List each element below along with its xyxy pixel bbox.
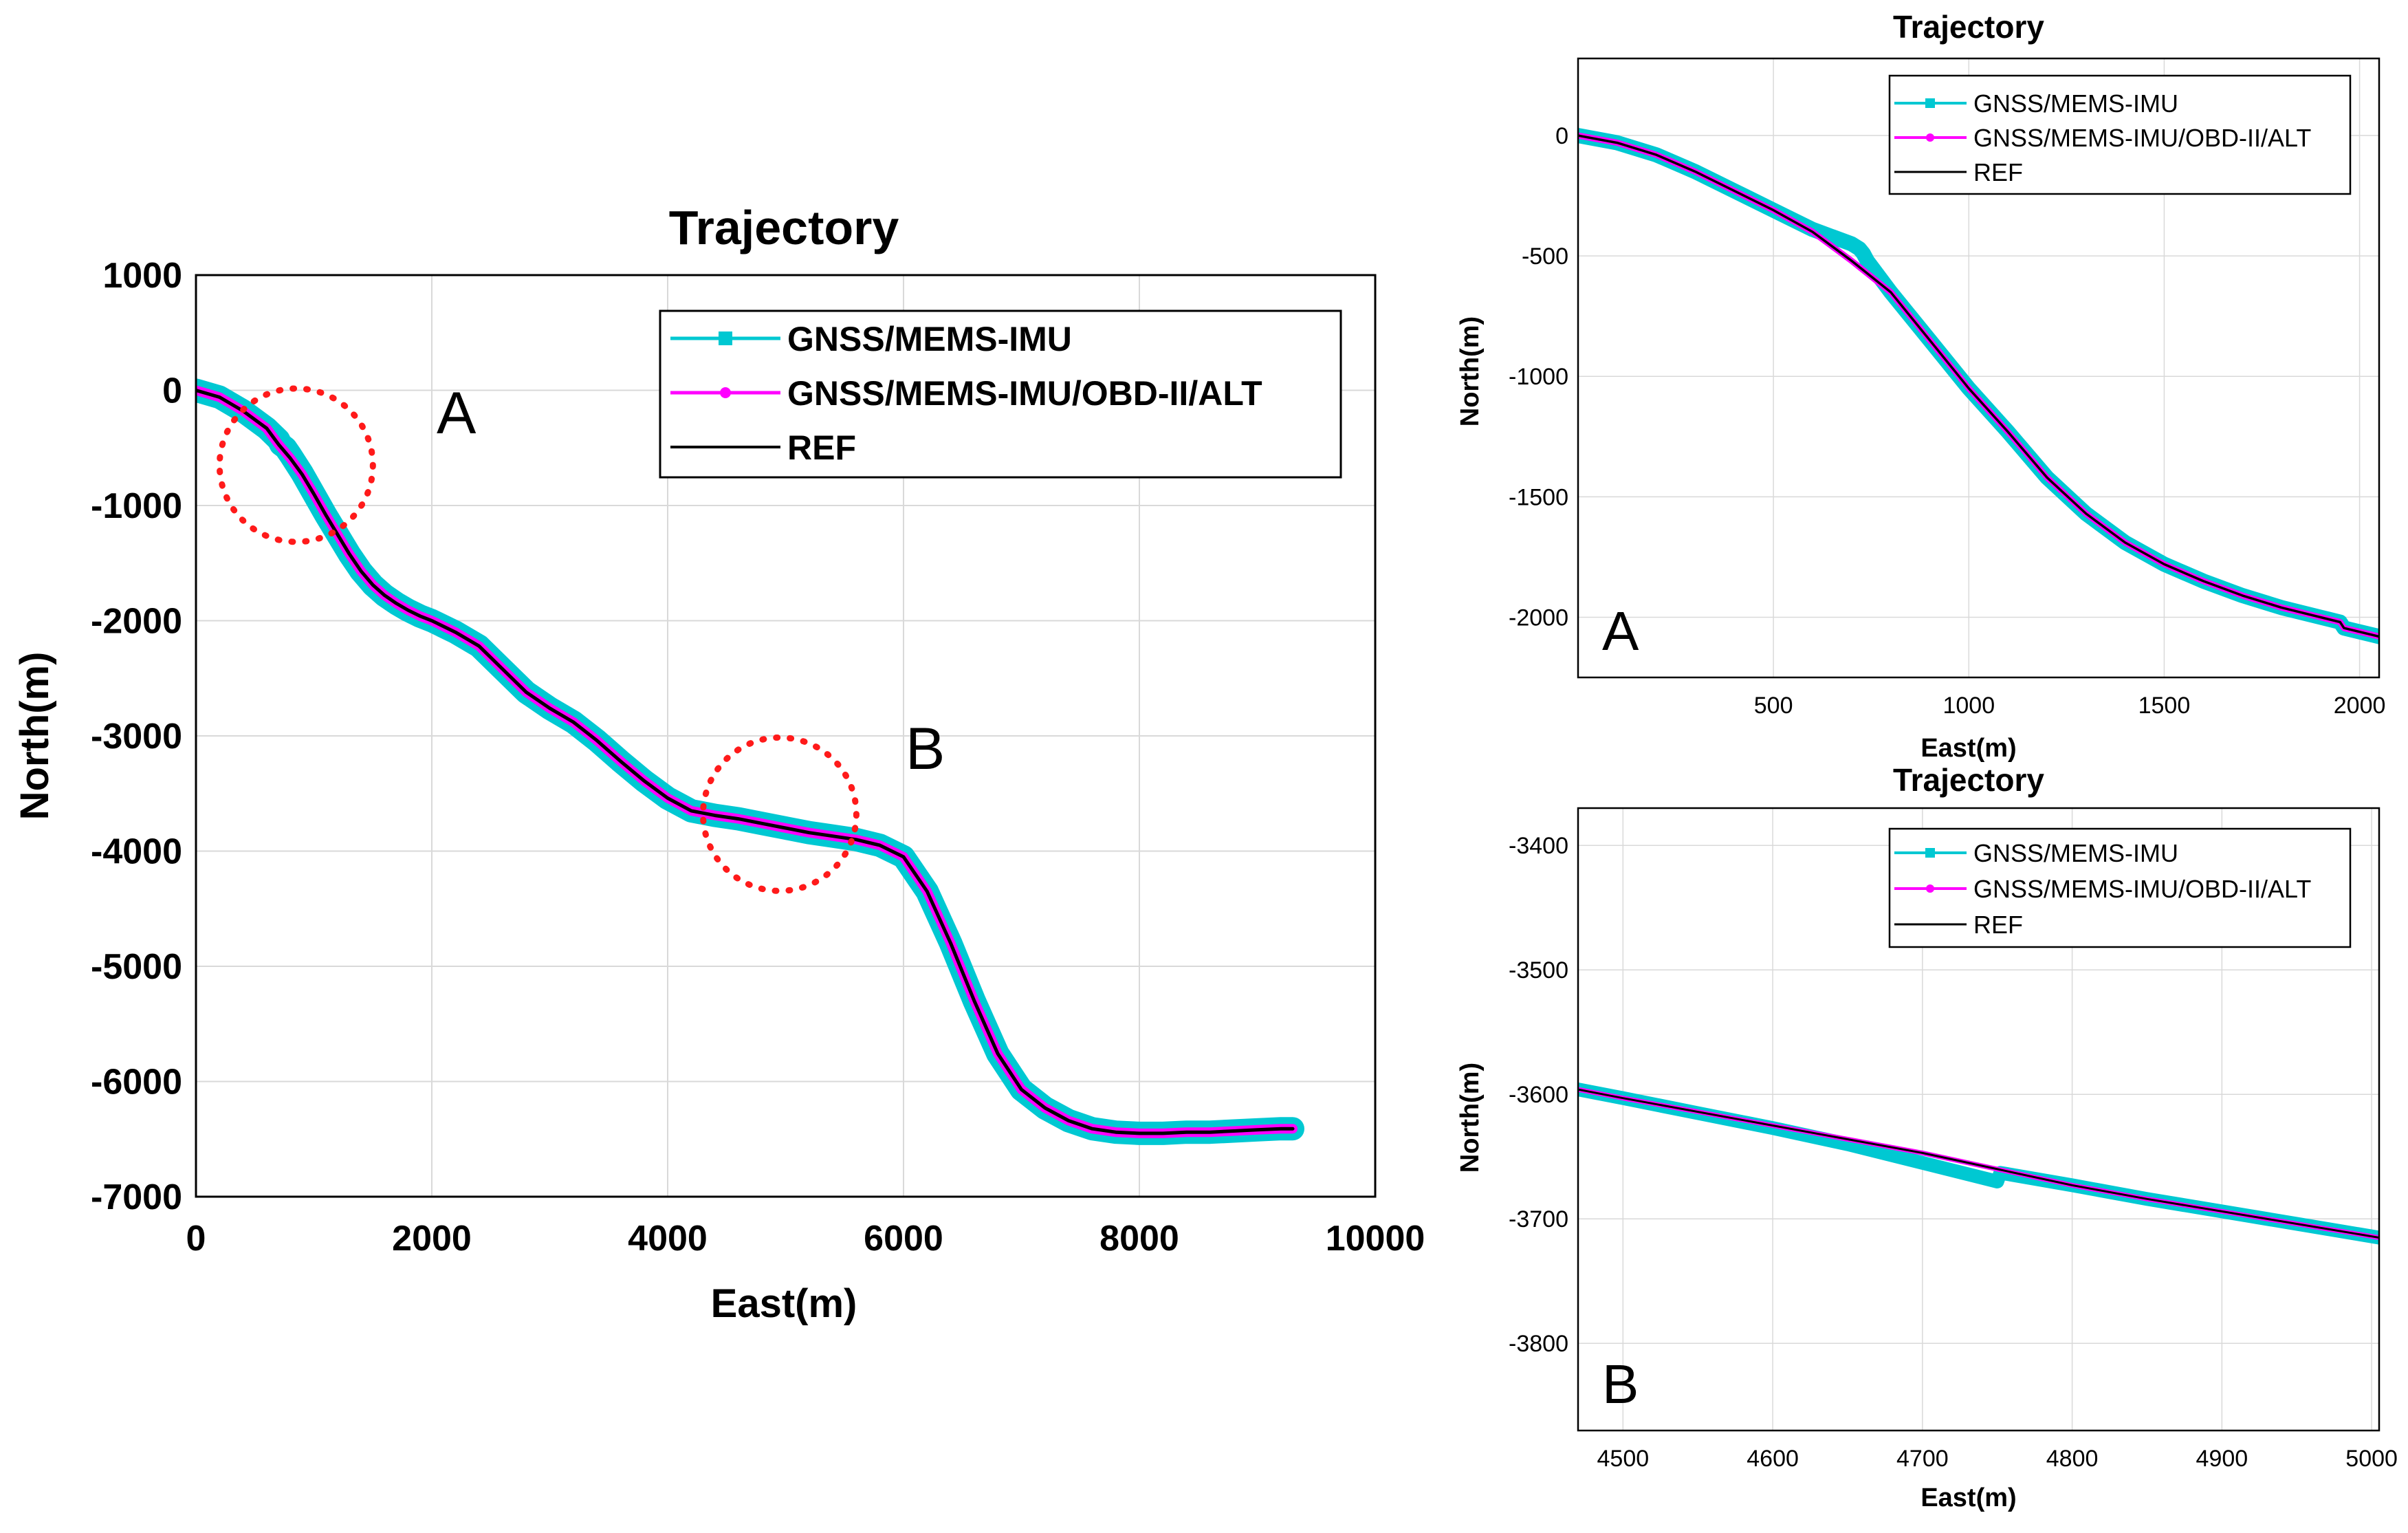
zoomA-x-tick-label: 500 <box>1754 693 1793 719</box>
main-x-tick-label: 4000 <box>628 1219 708 1259</box>
zoomB-x-tick-label: 4500 <box>1597 1446 1650 1472</box>
main-y-tick-label: -1000 <box>91 486 182 526</box>
main-series <box>196 378 1304 1145</box>
main-legend-marker-gnss-obd <box>720 387 731 398</box>
zoomB-y-tick-label: -3400 <box>1509 833 1568 859</box>
zoomB-y-tick-label: -3500 <box>1509 957 1568 983</box>
main-y-tick-label: -6000 <box>91 1063 182 1102</box>
main-legend-label-gnss: GNSS/MEMS-IMU <box>787 320 1072 358</box>
main-y-tick-label: -5000 <box>91 947 182 987</box>
zoom-b-legend-label-ref: REF <box>1973 911 2023 939</box>
main-y-tick-label: 1000 <box>102 256 182 296</box>
zoom-a-chart-title: Trajectory <box>1893 9 2044 45</box>
zoom-a-y-axis-label: North(m) <box>1456 316 1485 426</box>
annotation-circle-a <box>216 385 376 545</box>
main-y-tick-label: -7000 <box>91 1177 182 1217</box>
zoom-b-legend: GNSS/MEMS-IMU GNSS/MEMS-IMU/OBD-II/ALT R… <box>1888 827 2352 948</box>
zoomB-y-tick-label: -3800 <box>1509 1331 1568 1357</box>
zoom-b-trajectory-panel: Trajectory 4500 4600 4700 4800 4900 5000 -340… <box>1456 762 2398 1512</box>
main-x-tick-label: 0 <box>186 1219 206 1259</box>
zoomA-y-tick-label: -2000 <box>1509 605 1568 631</box>
main-legend-label-ref: REF <box>787 428 856 467</box>
zoom-b-y-axis-label: North(m) <box>1456 1063 1485 1173</box>
zoom-b-series <box>1578 1083 2379 1245</box>
zoom-a-legend: GNSS/MEMS-IMU GNSS/MEMS-IMU/OBD-II/ALT R… <box>1888 74 2352 195</box>
main-trajectory-panel: Trajectory 0 2000 4000 6000 8000 10000 10000-… <box>12 201 1425 1326</box>
zoomA-y-tick-label: -500 <box>1522 243 1568 270</box>
zoom-a-legend-label-gnss: GNSS/MEMS-IMU <box>1973 89 2178 118</box>
zoom-a-y-ticks: 0 -500 -1000 -1500 -2000 <box>1509 123 1568 631</box>
main-y-tick-label: -2000 <box>91 602 182 642</box>
zoomB-x-tick-label: 4900 <box>2196 1446 2248 1472</box>
zoom-a-panel-label: A <box>1602 600 1639 662</box>
zoom-b-panel-label: B <box>1602 1353 1639 1415</box>
main-x-tick-label: 8000 <box>1099 1219 1179 1259</box>
zoom-a-series <box>1578 128 2379 644</box>
zoom-b-chart-title: Trajectory <box>1893 762 2044 798</box>
main-legend-marker-gnss <box>719 331 732 345</box>
annotation-label-b: B <box>906 716 945 782</box>
zoomB-y-tick-label: -3700 <box>1509 1206 1568 1232</box>
main-x-tick-label: 2000 <box>392 1219 472 1259</box>
zoom-a-x-ticks: 500 1000 1500 2000 <box>1754 693 2386 719</box>
zoom-b-legend-marker-gnss-obd <box>1926 884 1934 893</box>
zoom-a-legend-marker-gnss <box>1925 98 1935 108</box>
zoom-b-grid <box>1578 808 2379 1431</box>
main-y-ticks: 1000 0 -1000 -2000 -3000 -4000 -5000 -6000 -7000 <box>91 256 182 1217</box>
zoomA-x-tick-label: 2000 <box>2334 693 2386 719</box>
zoomA-y-tick-label: -1500 <box>1509 484 1568 510</box>
zoom-b-x-axis-label: East(m) <box>1920 1483 2016 1512</box>
zoomB-x-tick-label: 5000 <box>2345 1446 2398 1472</box>
zoomA-x-tick-label: 1500 <box>2138 693 2191 719</box>
main-series-ref <box>196 389 1295 1135</box>
zoomB-x-tick-label: 4800 <box>2046 1446 2099 1472</box>
zoomB-y-tick-label: -3600 <box>1509 1082 1568 1108</box>
main-y-axis-label: North(m) <box>12 652 57 820</box>
main-plot-frame <box>195 274 1377 1198</box>
zoom-b-x-ticks: 4500 4600 4700 4800 4900 5000 <box>1597 1446 2398 1472</box>
main-x-tick-label: 6000 <box>864 1219 943 1259</box>
main-y-tick-label: -4000 <box>91 832 182 872</box>
main-x-ticks: 0 2000 4000 6000 8000 10000 <box>186 1219 1425 1259</box>
main-annotations: A B <box>216 380 945 894</box>
zoom-b-y-ticks: -3400 -3500 -3600 -3700 -3800 <box>1509 833 1568 1357</box>
zoom-a-plot-frame <box>1577 57 2380 679</box>
main-x-tick-label: 10000 <box>1326 1219 1425 1259</box>
main-chart-title: Trajectory <box>669 201 899 254</box>
zoom-a-x-axis-label: East(m) <box>1920 734 2016 763</box>
zoom-a-trajectory-panel: Trajectory 500 1000 1500 2000 0 -500 -1000 -15… <box>1456 9 2385 763</box>
zoom-b-plot-frame <box>1577 807 2380 1432</box>
zoomB-x-tick-label: 4600 <box>1747 1446 1799 1472</box>
main-y-tick-label: 0 <box>162 371 182 411</box>
zoom-b-legend-marker-gnss <box>1925 848 1935 858</box>
zoom-a-legend-marker-gnss-obd <box>1926 133 1934 142</box>
zoomA-series-ref <box>1578 134 2379 638</box>
zoomB-series-ref <box>1578 1088 2379 1239</box>
zoom-a-legend-label-ref: REF <box>1973 158 2023 186</box>
main-y-tick-label: -3000 <box>91 717 182 757</box>
zoomB-x-tick-label: 4700 <box>1896 1446 1949 1472</box>
zoomA-y-tick-label: 0 <box>1555 123 1568 149</box>
zoom-b-legend-label-gnss-obd: GNSS/MEMS-IMU/OBD-II/ALT <box>1973 875 2311 903</box>
zoom-a-legend-box <box>1888 74 2352 195</box>
annotation-circle-b <box>699 734 860 894</box>
zoomA-x-tick-label: 1000 <box>1942 693 1995 719</box>
main-x-axis-label: East(m) <box>711 1281 857 1326</box>
zoom-b-legend-label-gnss: GNSS/MEMS-IMU <box>1973 839 2178 867</box>
main-legend-label-gnss-obd: GNSS/MEMS-IMU/OBD-II/ALT <box>787 374 1262 413</box>
main-legend: GNSS/MEMS-IMU GNSS/MEMS-IMU/OBD-II/ALT R… <box>659 309 1342 479</box>
zoom-a-legend-label-gnss-obd: GNSS/MEMS-IMU/OBD-II/ALT <box>1973 124 2311 152</box>
annotation-label-a: A <box>437 380 477 446</box>
zoomA-y-tick-label: -1000 <box>1509 364 1568 390</box>
